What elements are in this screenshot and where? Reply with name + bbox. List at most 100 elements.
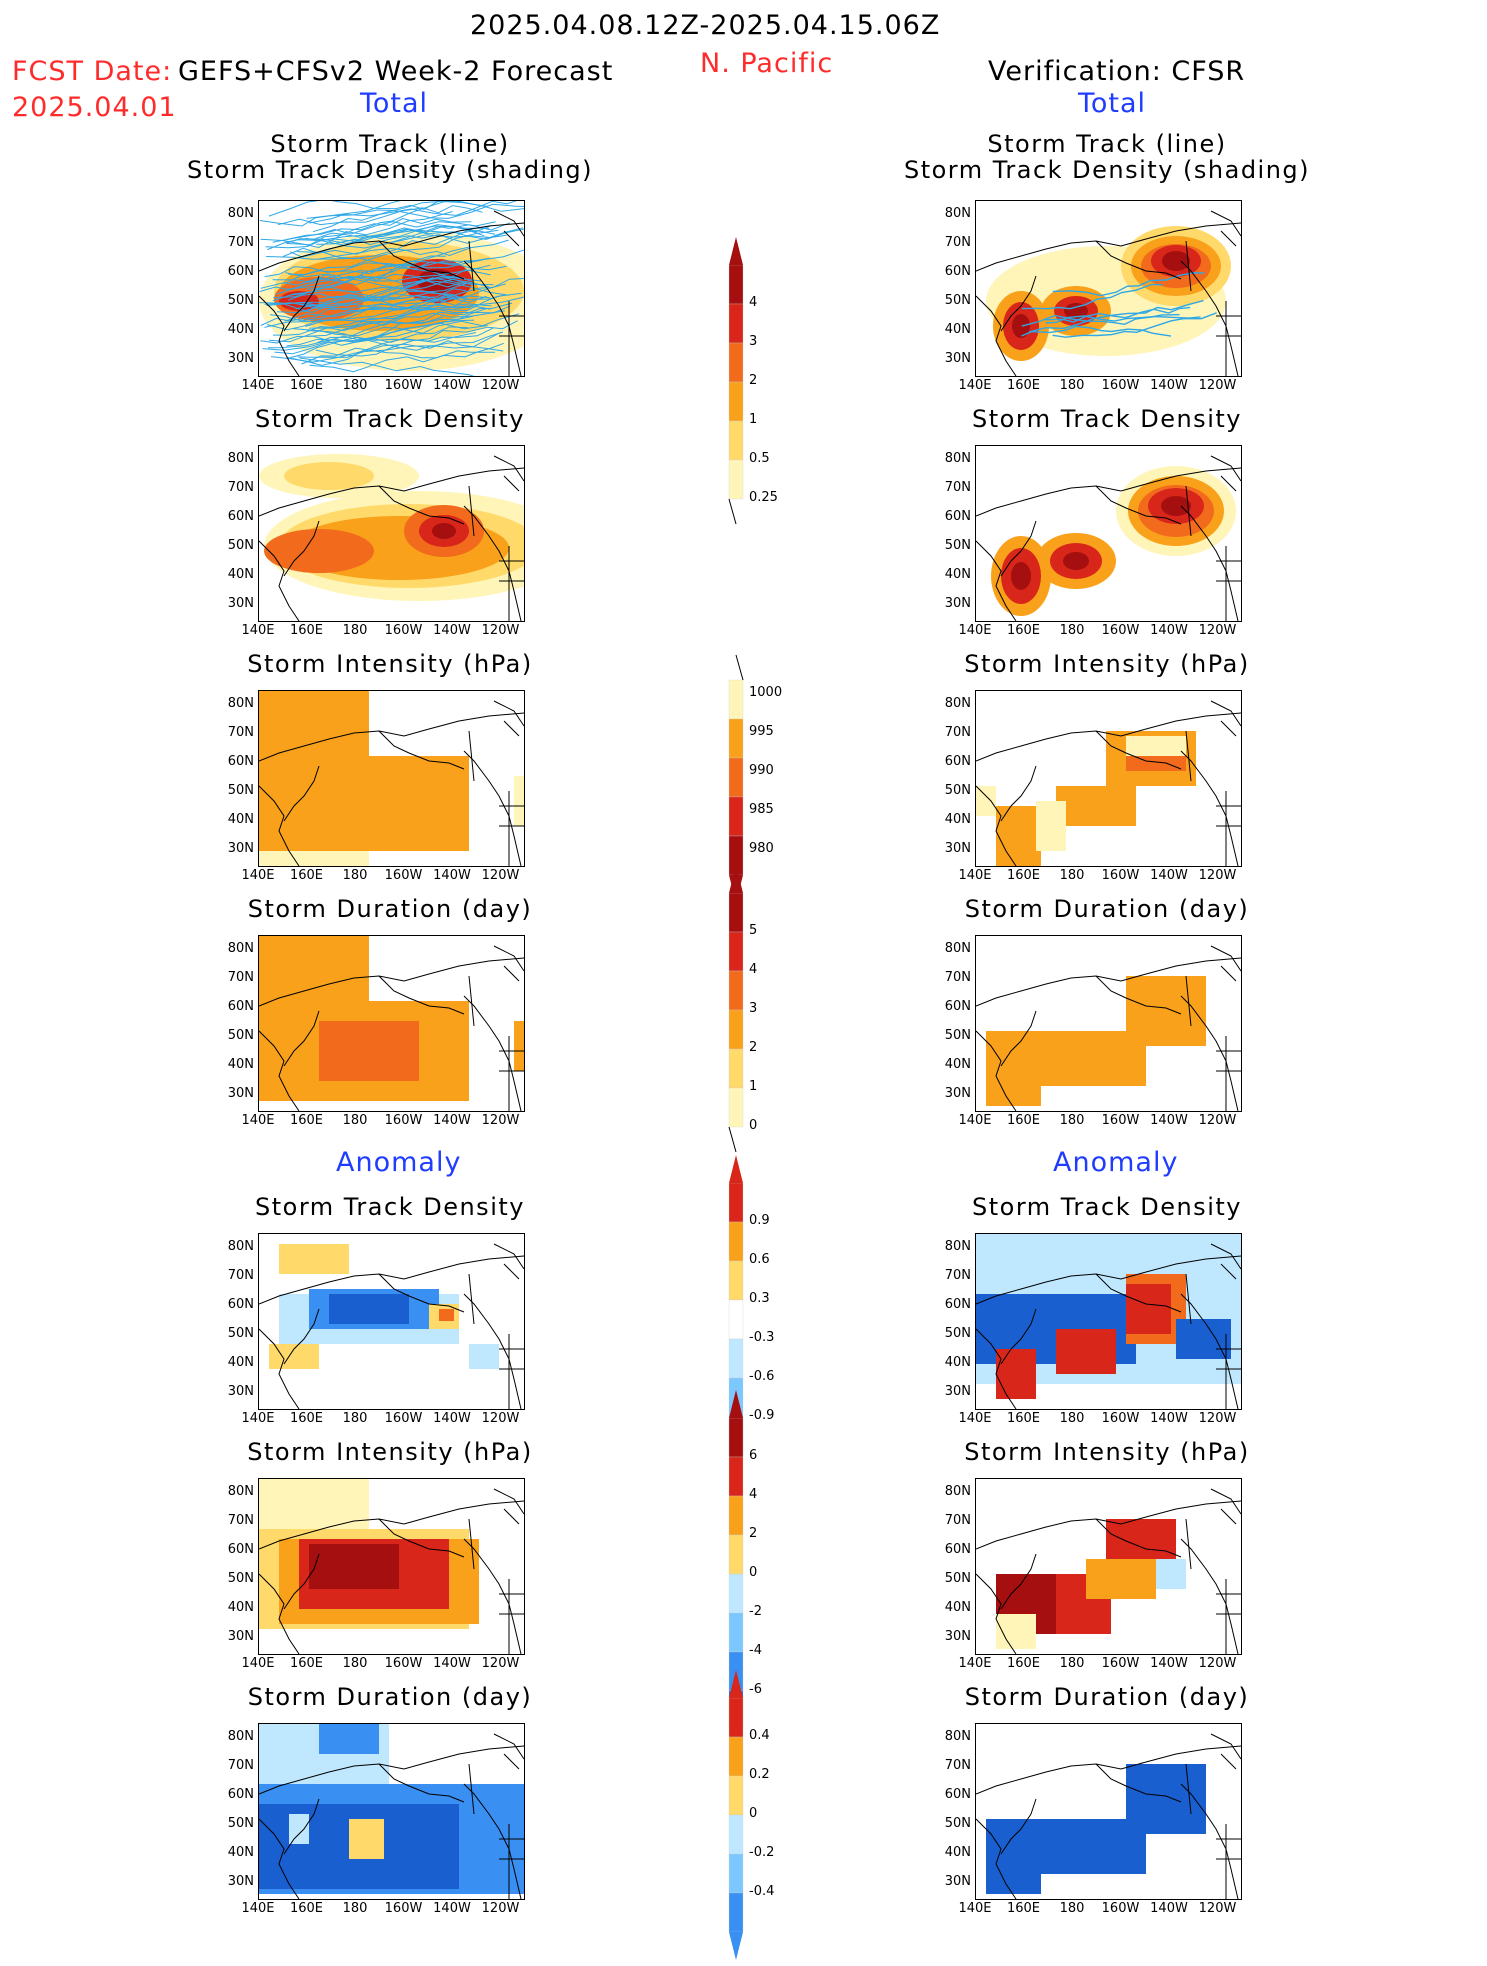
coastline — [976, 1030, 1017, 1111]
lat-tick-label: 60N — [227, 1542, 254, 1557]
coastline — [283, 1798, 320, 1855]
lat-tick-label: 70N — [944, 1758, 971, 1773]
panel-title-density_anom-right: Storm Track Density — [972, 1193, 1242, 1221]
lon-tick-label: 160E — [1006, 1656, 1041, 1671]
colorbar-label: 1 — [749, 1079, 758, 1094]
lon-tick-label: 140W — [1150, 1113, 1188, 1128]
colorbar-swatch — [728, 381, 744, 422]
colorbar-swatch — [728, 420, 744, 461]
coastline — [468, 485, 475, 537]
lat-tick-label: 40N — [944, 1057, 971, 1072]
lon-tick-label: 140E — [958, 623, 992, 638]
lon-tick-label: 160W — [384, 378, 423, 393]
coastline — [1180, 505, 1239, 621]
coastline — [259, 540, 300, 621]
map-canvas — [976, 1488, 1241, 1654]
lon-tick-label: 120W — [1198, 1411, 1237, 1426]
map-canvas — [976, 1234, 1241, 1409]
lat-tick-label: 70N — [944, 725, 971, 740]
colorbar-label: -0.9 — [749, 1408, 775, 1423]
lat-tick-label: 40N — [944, 567, 971, 582]
lat-tick-label: 50N — [227, 1816, 254, 1831]
storm-track-lines — [1021, 272, 1217, 338]
coastline — [283, 765, 320, 822]
lat-tick-label: 30N — [944, 596, 971, 611]
coastline — [1216, 301, 1241, 376]
colorbar-label: 0 — [749, 1118, 758, 1133]
lon-tick-label: 180 — [342, 1113, 368, 1128]
lat-tick-label: 80N — [227, 206, 254, 221]
coastline — [259, 1328, 300, 1409]
shaded-region — [514, 776, 524, 826]
colorbar-swatch — [728, 1892, 744, 1933]
lat-tick-label: 40N — [944, 812, 971, 827]
lat-tick-label: 30N — [227, 596, 254, 611]
lon-tick-label: 180 — [1059, 868, 1085, 883]
coastline — [1210, 700, 1241, 737]
lat-tick-label: 50N — [944, 1028, 971, 1043]
coastline — [259, 295, 300, 376]
coastline — [1210, 455, 1241, 492]
lat-tick-label: 70N — [227, 725, 254, 740]
colorbar-swatch — [728, 1299, 744, 1340]
lon-tick-label: 160W — [1101, 623, 1140, 638]
lon-tick-label: 140E — [241, 868, 275, 883]
lon-tick-label: 160E — [289, 623, 324, 638]
map-panel-intensity_anom-right — [975, 1478, 1242, 1655]
lat-tick-label: 60N — [944, 999, 971, 1014]
colorbar-arrow — [729, 1155, 743, 1183]
colorbar-swatch — [728, 718, 744, 759]
lat-tick-label: 80N — [944, 1729, 971, 1744]
lat-tick-label: 50N — [227, 538, 254, 553]
lat-tick-label: 40N — [227, 567, 254, 582]
shaded-region — [1156, 1559, 1186, 1589]
colorbar-arrow — [729, 1670, 743, 1698]
verification-label: Verification: CFSR — [988, 56, 1246, 87]
coastline — [1095, 1273, 1182, 1313]
lon-tick-label: 180 — [1059, 1656, 1085, 1671]
lat-tick-label: 30N — [227, 841, 254, 856]
coastline — [493, 1488, 524, 1525]
lat-tick-label: 80N — [227, 1484, 254, 1499]
colorbar-swatch — [728, 1182, 744, 1223]
coastline — [1185, 1273, 1192, 1325]
panel-title-intensity-right: Storm Intensity (hPa) — [964, 650, 1250, 678]
lon-tick-label: 120W — [1198, 1901, 1237, 1916]
colorbar-swatch — [728, 1612, 744, 1653]
shaded-region — [439, 1309, 454, 1321]
shaded-region — [259, 936, 369, 1006]
coastline — [976, 1328, 1017, 1409]
lat-tick-label: 70N — [944, 1513, 971, 1528]
lon-tick-label: 160E — [1006, 378, 1041, 393]
coastline — [976, 540, 1017, 621]
coastline — [259, 1030, 300, 1111]
lat-tick-label: 30N — [944, 1086, 971, 1101]
lat-tick-label: 50N — [944, 1326, 971, 1341]
panel-title-density-right: Storm Track Density — [972, 405, 1242, 433]
colorbar-swatch — [728, 1009, 744, 1050]
coastline — [1095, 730, 1182, 770]
coastline — [1000, 520, 1037, 577]
colorbar-arrow — [729, 1932, 743, 1960]
lon-tick-label: 160E — [1006, 1411, 1041, 1426]
lon-tick-label: 160W — [1101, 1113, 1140, 1128]
coastline — [493, 455, 524, 492]
lon-tick-label: 140E — [958, 378, 992, 393]
panel-title-intensity-left: Storm Intensity (hPa) — [247, 650, 533, 678]
coastline — [1000, 1308, 1037, 1365]
lon-tick-label: 140E — [241, 1656, 275, 1671]
lat-tick-label: 60N — [944, 1787, 971, 1802]
panel-title-track-left-2: Storm Track Density (shading) — [186, 156, 594, 184]
panel-title-duration-right: Storm Duration (day) — [964, 895, 1250, 923]
region-name: N. Pacific — [700, 48, 834, 79]
shaded-region — [279, 1244, 349, 1274]
shaded-region — [1056, 786, 1136, 826]
coastline — [1216, 791, 1241, 866]
map-canvas — [976, 700, 1241, 866]
lon-tick-label: 120W — [481, 1656, 520, 1671]
coastline — [463, 505, 522, 621]
lon-tick-label: 160W — [1101, 1656, 1140, 1671]
colorbar-swatch — [728, 342, 744, 383]
colorbar-arrow — [729, 237, 743, 265]
colorbar-swatch — [728, 1736, 744, 1777]
